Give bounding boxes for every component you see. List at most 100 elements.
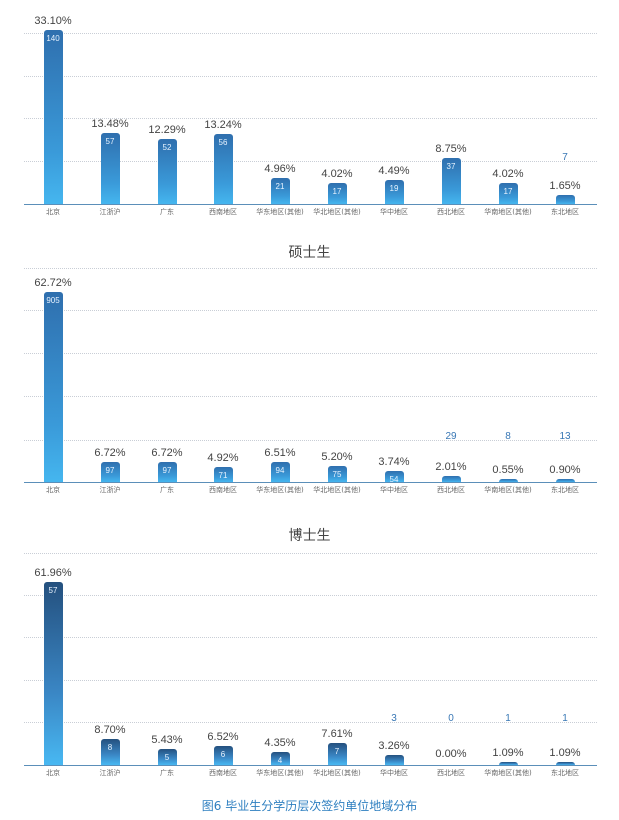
bar — [441, 475, 461, 482]
master-chart: 硕士生 905 62.72% 北京 97 6.72% 江浙沪 97 6.72% 广东 71 4.92… — [0, 240, 619, 500]
bar: 97 — [100, 461, 120, 482]
percent-label: 8.75% — [435, 143, 467, 155]
undergrad-chart: 140 33.10% 北京 57 13.48% 江浙沪 52 12.29% 广东 56 13.24%… — [0, 0, 619, 220]
percent-label: 0.90% — [549, 464, 581, 476]
x-tick-label: 华东地区(其他) — [256, 208, 304, 216]
percent-label: 2.01% — [435, 460, 467, 473]
percent-label: 13.48% — [91, 118, 129, 131]
bar: 56 — [213, 134, 233, 204]
bar: 19 — [384, 180, 404, 204]
count-label: 140 — [46, 34, 60, 43]
x-tick-label: 华南地区(其他) — [484, 769, 532, 777]
bar — [498, 761, 518, 765]
count-label: 0 — [448, 713, 454, 724]
x-axis — [24, 482, 597, 483]
bar: 5 — [157, 748, 177, 765]
bar: 21 — [270, 177, 290, 204]
count-label: 29 — [445, 431, 457, 442]
x-tick-label: 西南地区 — [209, 208, 237, 216]
bar: 97 — [157, 461, 177, 482]
count-label: 7 — [334, 746, 340, 756]
plot-area: 140 33.10% 北京 57 13.48% 江浙沪 52 12.29% 广东 56 13.24%… — [24, 0, 597, 220]
bar: 37 — [441, 158, 461, 204]
x-tick-label: 华南地区(其他) — [484, 486, 532, 494]
bar: 6 — [213, 745, 233, 765]
x-tick-label: 华中地区 — [380, 486, 408, 494]
count-label: 52 — [162, 143, 172, 153]
gridline — [24, 396, 597, 397]
percent-label: 8.70% — [94, 724, 126, 737]
bar: 4 — [270, 752, 290, 766]
plot-area: 57 61.96% 北京 8 8.70% 江浙沪 5 5.43% 广东 6 6.52% 西南地区 4 4.… — [24, 523, 597, 783]
bar: 140 — [43, 30, 63, 204]
percent-label: 4.35% — [264, 737, 296, 750]
bar: 7 — [327, 742, 347, 765]
x-tick-label: 西南地区 — [209, 769, 237, 777]
count-label: 7 — [562, 152, 568, 163]
count-label: 94 — [275, 466, 285, 476]
percent-label: 7.61% — [321, 727, 353, 740]
percent-label: 0.00% — [435, 748, 467, 760]
x-tick-label: 北京 — [46, 486, 60, 494]
x-tick-label: 广东 — [160, 486, 174, 494]
percent-label: 13.24% — [204, 119, 242, 132]
bar — [498, 479, 518, 482]
percent-label: 4.49% — [378, 165, 410, 178]
gridline — [24, 310, 597, 311]
plot-area: 905 62.72% 北京 97 6.72% 江浙沪 97 6.72% 广东 71 4.92% 西南地… — [24, 240, 597, 500]
percent-label: 61.96% — [34, 567, 72, 579]
x-tick-label: 华北地区(其他) — [313, 769, 361, 777]
x-tick-label: 华东地区(其他) — [256, 769, 304, 777]
gridline — [24, 118, 597, 119]
gridline — [24, 595, 597, 596]
percent-label: 1.09% — [492, 746, 524, 759]
percent-label: 6.72% — [94, 446, 126, 459]
count-label: 71 — [218, 471, 228, 481]
doctoral-chart: 博士生 57 61.96% 北京 8 8.70% 江浙沪 5 5.43% 广东 6 6.52% 西南地… — [0, 523, 619, 783]
count-label: 97 — [105, 465, 115, 475]
x-tick-label: 西北地区 — [437, 486, 465, 494]
count-label: 17 — [503, 186, 513, 196]
x-tick-label: 华东地区(其他) — [256, 486, 304, 494]
bar: 8 — [100, 739, 120, 765]
percent-label: 4.02% — [321, 167, 353, 180]
x-tick-label: 华北地区(其他) — [313, 208, 361, 216]
count-label: 8 — [505, 431, 511, 442]
x-tick-label: 北京 — [46, 769, 60, 777]
bar — [555, 761, 575, 765]
chart-title: 博士生 — [288, 528, 331, 544]
bar: 17 — [498, 182, 518, 204]
bar: 17 — [327, 182, 347, 204]
count-label: 21 — [275, 181, 285, 191]
bar: 75 — [327, 466, 347, 482]
x-tick-label: 华中地区 — [380, 208, 408, 216]
count-label: 13 — [559, 431, 571, 442]
bar: 52 — [157, 139, 177, 204]
bar: 94 — [270, 462, 290, 482]
x-tick-label: 江浙沪 — [99, 208, 121, 216]
gridline — [24, 353, 597, 354]
x-tick-label: 江浙沪 — [99, 486, 121, 494]
x-axis — [24, 204, 597, 205]
x-tick-label: 东北地区 — [551, 486, 579, 494]
bar: 57 — [43, 582, 63, 765]
x-tick-label: 华中地区 — [380, 769, 408, 777]
count-label: 3 — [391, 713, 397, 724]
figure-caption: 图6 毕业生分学历层次签约单位地域分布 — [201, 799, 418, 813]
percent-label: 6.52% — [207, 730, 239, 743]
gridline — [24, 268, 597, 269]
x-tick-label: 华南地区(其他) — [484, 208, 532, 216]
percent-label: 6.51% — [264, 447, 296, 460]
x-tick-label: 广东 — [160, 769, 174, 777]
percent-label: 6.72% — [151, 446, 183, 459]
count-label: 54 — [389, 474, 399, 484]
percent-label: 62.72% — [34, 277, 72, 289]
gridline — [24, 553, 597, 554]
count-label: 5 — [164, 752, 170, 762]
count-label: 4 — [277, 756, 283, 766]
x-tick-label: 江浙沪 — [99, 769, 121, 777]
bar — [555, 195, 575, 204]
bar — [384, 755, 404, 765]
gridline — [24, 76, 597, 77]
gridline — [24, 722, 597, 723]
